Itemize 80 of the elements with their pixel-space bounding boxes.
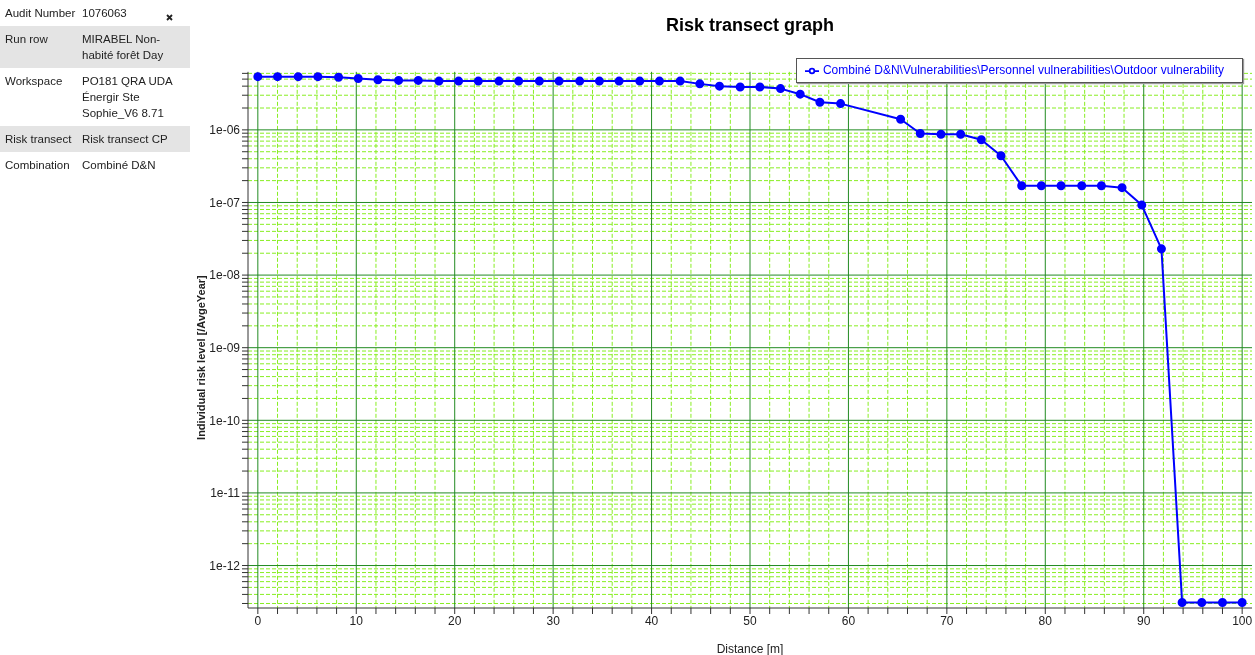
y-tick-label: 1e-09 [209, 340, 241, 355]
legend-label: Combiné D&N\Vulnerabilities\Personnel vulnerabilities\Outdoor vulnerability [822, 63, 1224, 77]
y-tick-label: 1e-07 [209, 195, 241, 210]
text: PO181 QRA UDA Énergir Ste Sophie_V6 8.71 [82, 74, 174, 121]
point [915, 129, 925, 139]
point [253, 72, 263, 82]
text: 1076063 [82, 6, 128, 21]
point [1177, 597, 1187, 607]
point [1017, 181, 1027, 191]
y-axis-title: Individual risk level [/AvgeYear] [194, 274, 207, 440]
point [776, 84, 786, 94]
x-tick-label: 40 [644, 613, 659, 628]
text: Workspace [5, 74, 64, 89]
point [353, 73, 363, 83]
point [956, 129, 966, 139]
point [1077, 181, 1087, 191]
y-tick-label: 1e-06 [209, 123, 241, 138]
point [654, 76, 664, 86]
point [514, 76, 524, 86]
text: MIRABEL Non-habité forêt Day [82, 32, 165, 63]
point [896, 114, 906, 124]
text: Risk transect CP [82, 132, 169, 147]
x-axis-title: Distance [m] [716, 642, 784, 655]
point [473, 76, 483, 86]
y-tick-label: 1e-11 [210, 486, 241, 501]
point [836, 99, 846, 109]
point [614, 76, 624, 86]
point [494, 76, 504, 86]
point [996, 151, 1006, 161]
point [976, 135, 986, 145]
point [1056, 181, 1066, 191]
point [293, 72, 303, 82]
point [675, 76, 685, 86]
point [815, 97, 825, 107]
text: Run row [5, 32, 49, 47]
point [1217, 597, 1227, 607]
point [534, 76, 544, 86]
point [695, 79, 705, 89]
point [454, 76, 464, 86]
point [575, 76, 585, 86]
point [1117, 183, 1127, 193]
point [273, 72, 283, 82]
text: Combination [5, 158, 71, 173]
point [795, 89, 805, 99]
x-tick-label: 30 [546, 613, 561, 628]
point [635, 76, 645, 86]
point [1137, 200, 1147, 210]
point [413, 75, 423, 85]
point [936, 129, 946, 139]
point [735, 82, 745, 92]
x-tick-label: 20 [448, 613, 462, 628]
x-tick-label: 80 [1038, 613, 1053, 628]
x-tick-label: 100 [1232, 613, 1253, 628]
point [1036, 181, 1046, 191]
point [1197, 597, 1207, 607]
chart-title: Risk transect graph [664, 15, 836, 36]
y-tick-label: 1e-12 [209, 558, 241, 573]
text: Audit Number [5, 6, 77, 21]
point [334, 72, 344, 82]
x-tick-label: 70 [940, 613, 954, 628]
point [594, 76, 604, 86]
y-tick-label: 1e-10 [209, 413, 241, 428]
point [373, 75, 383, 85]
point [1156, 244, 1166, 254]
x-tick-label: 90 [1137, 613, 1151, 628]
point [554, 76, 564, 86]
point [714, 81, 724, 91]
point [755, 82, 765, 92]
point [1096, 181, 1106, 191]
text: Combiné D&N [82, 158, 157, 173]
y-tick-label: 1e-08 [209, 268, 241, 283]
point [394, 75, 404, 85]
x-tick-label: 50 [743, 613, 757, 628]
text: Risk transect [5, 132, 73, 147]
x-tick-label: 0 [254, 613, 262, 628]
point [1237, 597, 1247, 607]
point [313, 72, 323, 82]
point [434, 76, 444, 86]
x-tick-label: 10 [349, 613, 364, 628]
x-tick-label: 60 [841, 613, 856, 628]
